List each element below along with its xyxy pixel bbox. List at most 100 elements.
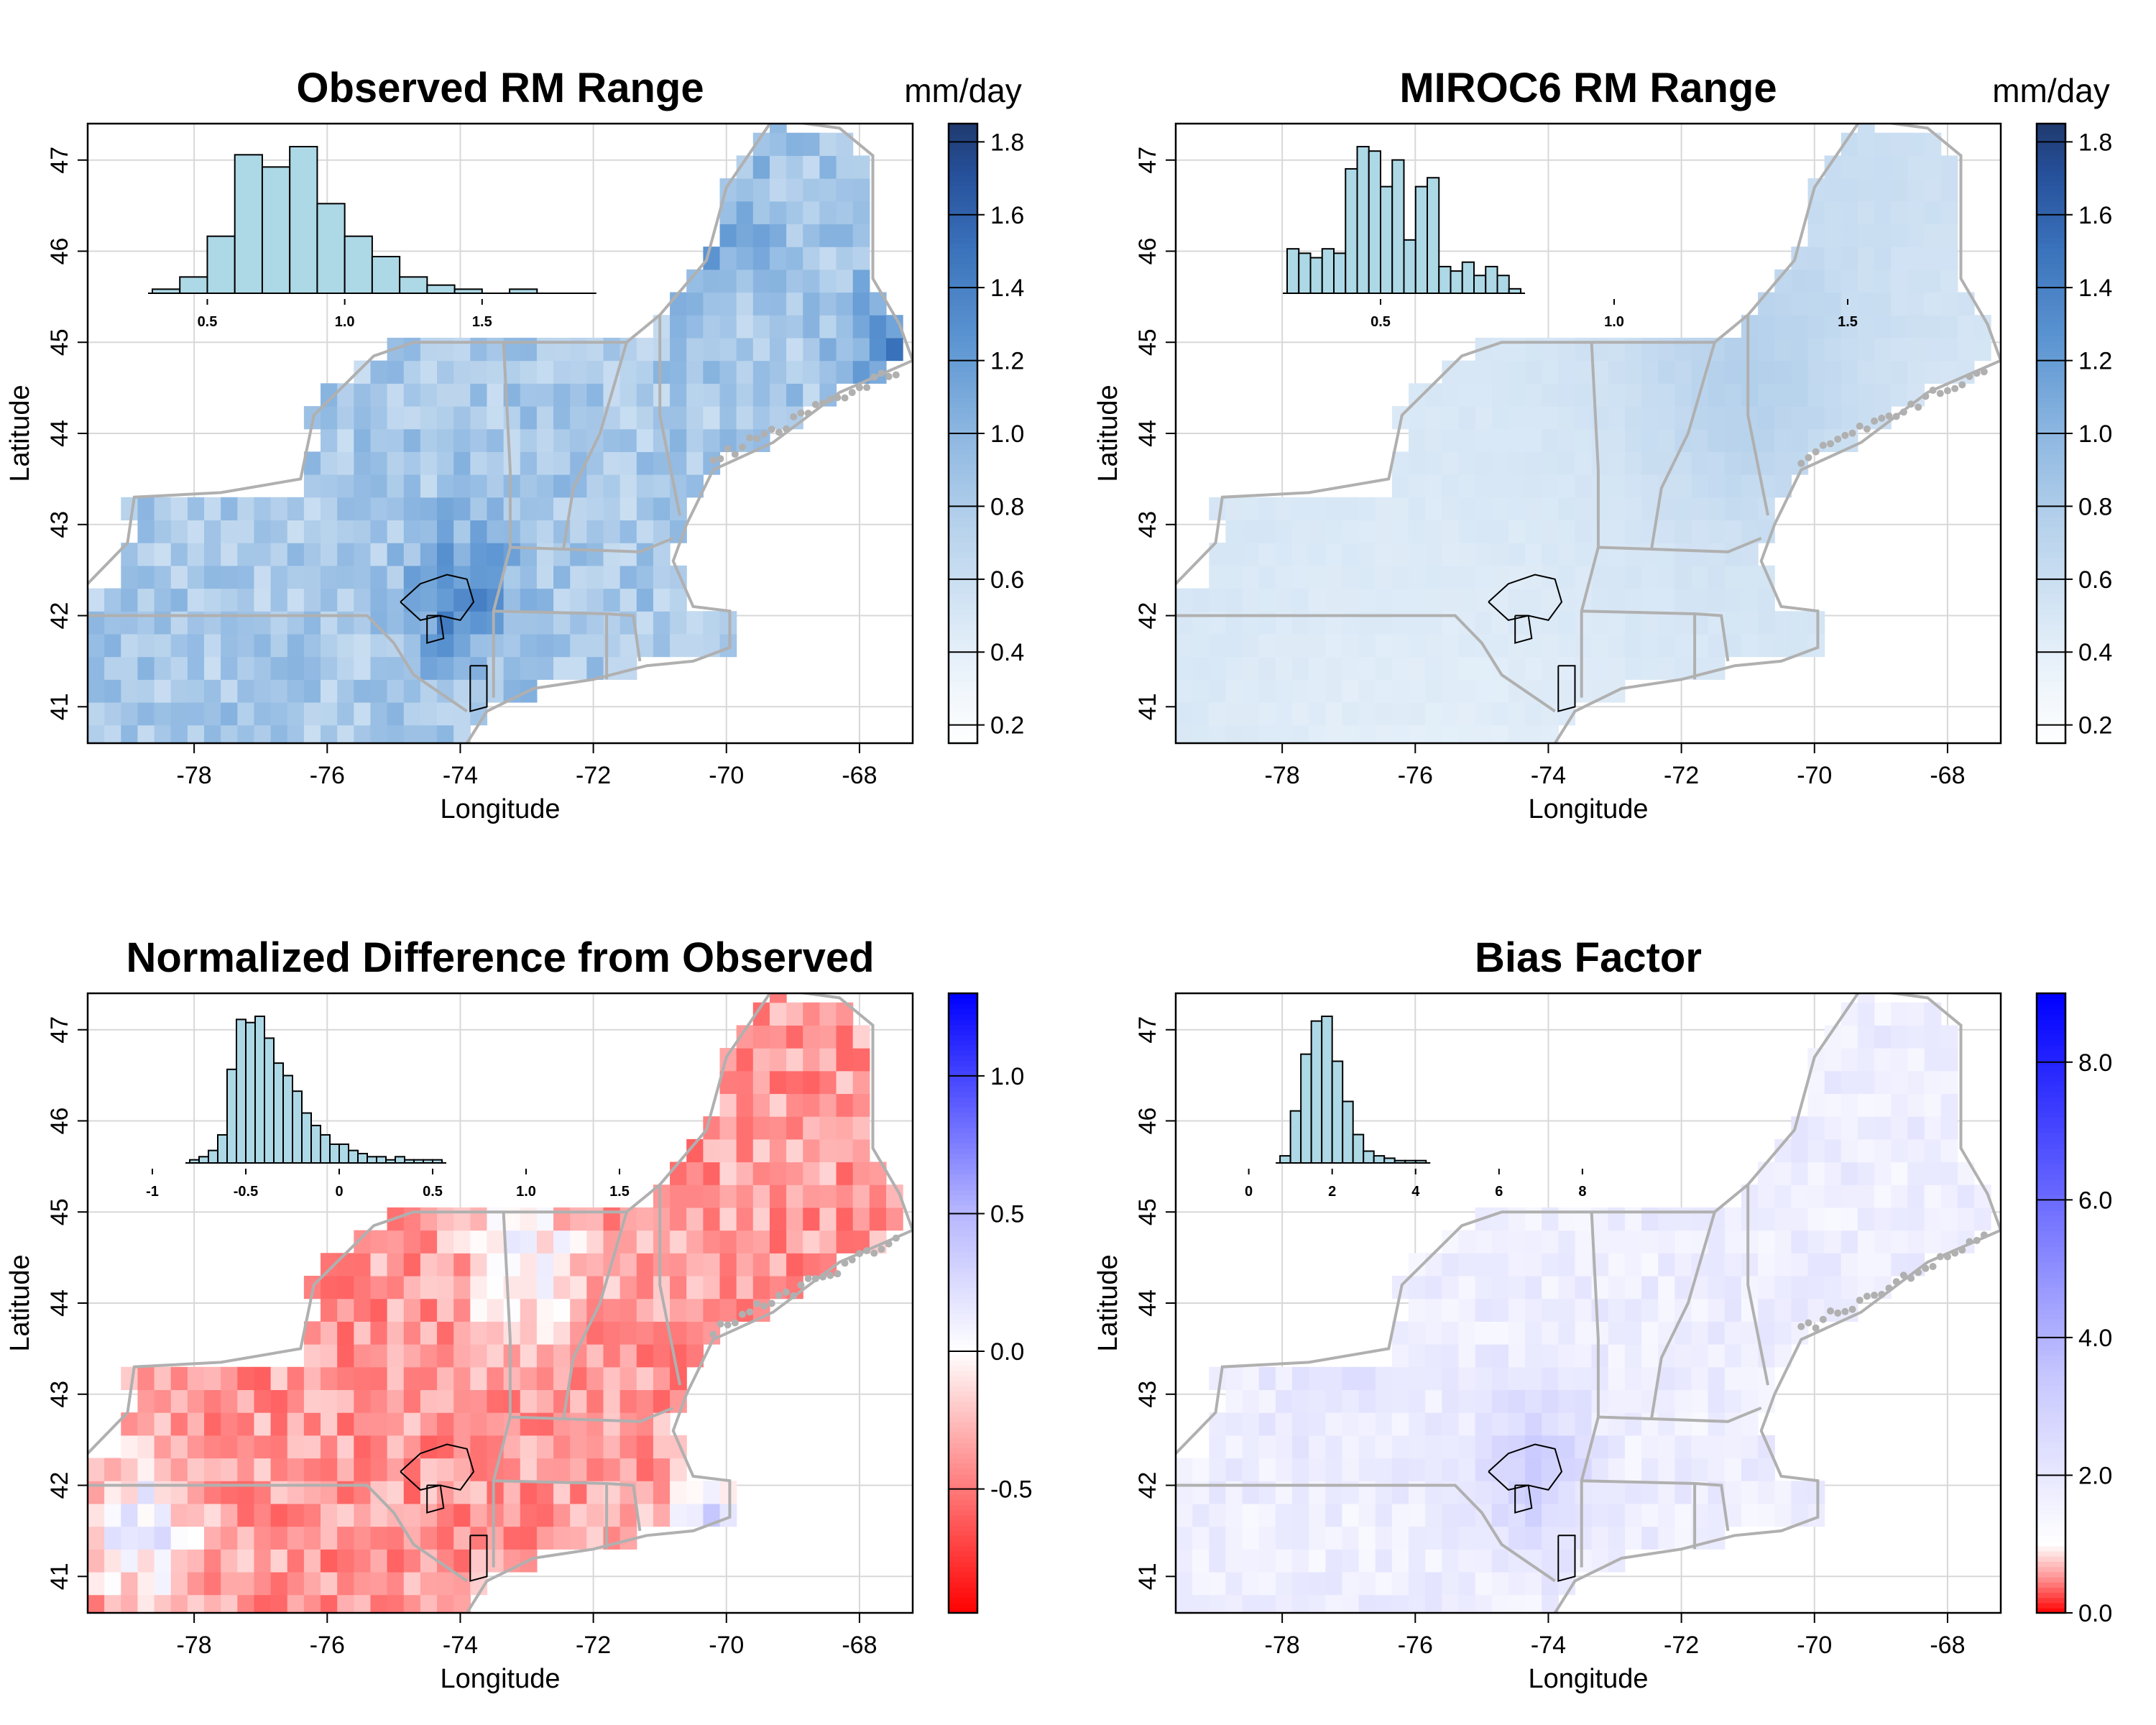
coast-island: [1892, 1278, 1900, 1286]
heatmap-cell: [470, 611, 488, 635]
heatmap-cell: [204, 679, 221, 703]
colorbar-swatch: [949, 1308, 977, 1315]
heatmap-cell: [1791, 269, 1809, 293]
colorbar-swatch: [2037, 1519, 2065, 1526]
heatmap-cell: [819, 1230, 837, 1254]
colorbar-swatch: [949, 1158, 977, 1164]
coast-island: [1826, 440, 1834, 448]
colorbar-swatch: [949, 702, 977, 708]
heatmap-cell: [1409, 702, 1426, 726]
coast-island: [1951, 385, 1959, 392]
heatmap-cell: [520, 1435, 538, 1459]
heatmap-cell: [1724, 1253, 1742, 1276]
heatmap-cell: [1458, 474, 1476, 498]
heatmap-cell: [237, 1412, 255, 1436]
heatmap-cell: [619, 1435, 637, 1459]
heatmap-cell: [769, 224, 787, 247]
heatmap-cell: [1342, 1526, 1360, 1550]
colorbar-swatch: [949, 696, 977, 703]
heatmap-cell: [1724, 451, 1742, 475]
heatmap-cell: [1491, 543, 1509, 566]
heatmap-cell: [1641, 633, 1659, 658]
histogram-bar: [1363, 1150, 1375, 1164]
inset-histogram: 0.5 1.0 1.5: [148, 146, 596, 330]
heatmap-cell: [154, 1366, 172, 1391]
colorbar-swatch: [949, 707, 977, 713]
coast-island: [1819, 1315, 1827, 1323]
colorbar-swatch: [949, 155, 977, 161]
heatmap-cell: [1258, 1366, 1276, 1391]
colorbar-swatch: [2037, 1323, 2065, 1330]
heatmap-cell: [1558, 1435, 1576, 1459]
colorbar-swatch: [949, 423, 977, 429]
heatmap-cell: [1758, 588, 1775, 612]
heatmap-cell: [1807, 1116, 1825, 1140]
heatmap-cell: [1491, 1435, 1509, 1459]
heatmap-cell: [221, 724, 238, 743]
heatmap-cell: [1608, 1458, 1626, 1481]
heatmap-cell: [1658, 520, 1675, 543]
heatmap-cell: [187, 656, 205, 680]
heatmap-cell: [1375, 1594, 1393, 1613]
heatmap-cell: [1807, 292, 1825, 316]
heatmap-cell: [1242, 633, 1260, 658]
heatmap-cell: [719, 1253, 737, 1276]
heatmap-cell: [170, 1389, 188, 1413]
heatmap-cell: [287, 702, 305, 726]
heatmap-cell: [1924, 337, 1942, 362]
colorbar-swatch: [949, 650, 977, 656]
heatmap-cell: [1591, 1503, 1609, 1527]
heatmap-cell: [137, 656, 155, 680]
heatmap-cell: [1558, 428, 1576, 452]
heatmap-cell: [1475, 405, 1493, 430]
colorbar-swatch: [2037, 237, 2065, 244]
coast-island: [709, 1330, 717, 1338]
heatmap-cell: [520, 1275, 538, 1300]
colorbar-swatch: [2037, 443, 2065, 450]
heatmap-cell: [1691, 1412, 1709, 1436]
heatmap-cell: [803, 1116, 820, 1140]
heatmap-cell: [869, 315, 887, 339]
heatmap-cell: [303, 1366, 321, 1391]
histogram-tick-label: 2: [1328, 1184, 1336, 1200]
heatmap-cell: [237, 656, 255, 680]
heatmap-cell: [170, 656, 188, 680]
heatmap-cell: [536, 1481, 554, 1504]
heatmap-cell: [1442, 428, 1460, 452]
heatmap-cell: [1359, 1617, 1376, 1640]
heatmap-cell: [1907, 1070, 1925, 1095]
heatmap-cell: [1724, 1389, 1742, 1413]
heatmap-cell: [1542, 520, 1559, 543]
heatmap-cell: [553, 1321, 571, 1345]
colorbar-swatch: [949, 567, 977, 574]
heatmap-cell: [520, 520, 538, 543]
heatmap-cell: [1807, 1070, 1825, 1095]
heatmap-cell: [1841, 1253, 1858, 1276]
heatmap-cell: [1425, 474, 1442, 498]
heatmap-cell: [752, 292, 770, 316]
heatmap-cell: [420, 588, 438, 612]
heatmap-cell: [121, 1594, 139, 1613]
heatmap-cell: [786, 1253, 803, 1276]
colorbar-swatch: [2037, 1422, 2065, 1428]
colorbar-swatch: [949, 309, 977, 316]
heatmap-cell: [1708, 520, 1726, 543]
heatmap-cell: [1425, 1526, 1442, 1550]
heatmap-cell: [719, 224, 737, 247]
heatmap-cell: [1608, 633, 1626, 658]
heatmap-cell: [1874, 1207, 1892, 1231]
heatmap-cell: [1258, 588, 1276, 612]
heatmap-cell: [254, 633, 272, 658]
heatmap-cell: [1907, 292, 1925, 316]
heatmap-cell: [1375, 679, 1393, 703]
heatmap-cell: [1575, 1253, 1593, 1276]
heatmap-cell: [1841, 1207, 1858, 1231]
heatmap-cell: [121, 656, 139, 680]
colorbar-swatch: [2037, 392, 2065, 398]
heatmap-cell: [1209, 1412, 1227, 1436]
heatmap-cell: [636, 1275, 654, 1300]
heatmap-cell: [803, 1002, 820, 1026]
colorbar-swatch: [949, 583, 977, 589]
heatmap-cell: [719, 1275, 737, 1300]
heatmap-cell: [270, 1412, 288, 1436]
